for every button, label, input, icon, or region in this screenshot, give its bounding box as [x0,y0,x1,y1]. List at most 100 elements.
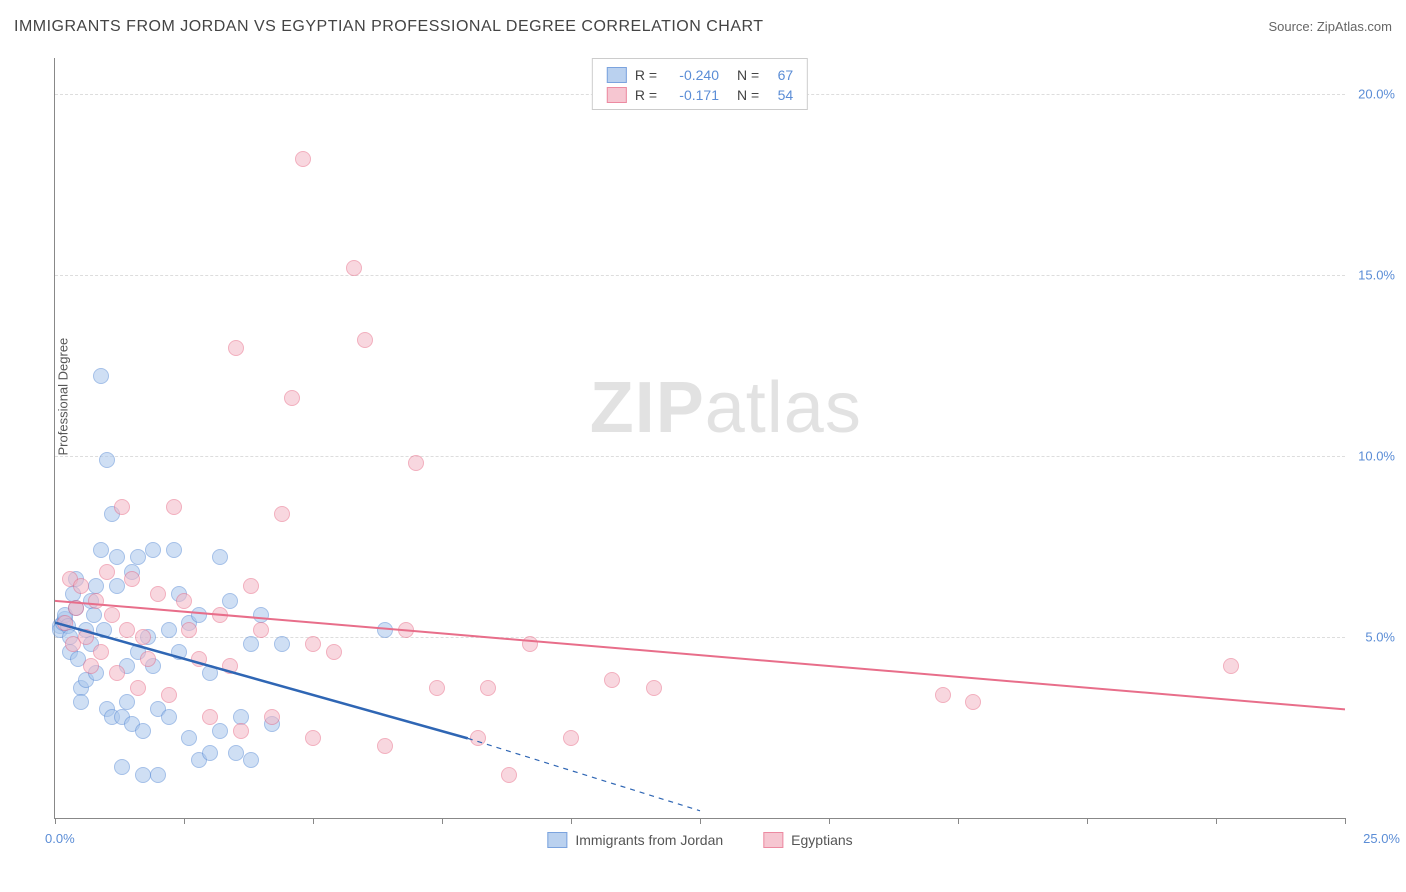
data-point-egyptians [480,680,496,696]
data-point-egyptians [563,730,579,746]
data-point-egyptians [604,672,620,688]
watermark: ZIPatlas [590,367,862,449]
data-point-egyptians [429,680,445,696]
data-point-jordan [161,709,177,725]
source-label: Source: ZipAtlas.com [1268,19,1392,34]
data-point-egyptians [377,738,393,754]
data-point-jordan [202,745,218,761]
data-point-egyptians [119,622,135,638]
gridline [55,456,1345,457]
legend-n-value: 67 [767,67,793,83]
data-point-jordan [99,452,115,468]
data-point-jordan [161,622,177,638]
data-point-egyptians [150,586,166,602]
x-tick-mark [1087,818,1088,824]
data-point-jordan [212,723,228,739]
x-tick-mark [700,818,701,824]
legend-series: Immigrants from Jordan Egyptians [547,832,852,848]
data-point-jordan [222,593,238,609]
data-point-jordan [377,622,393,638]
data-point-jordan [243,752,259,768]
data-point-egyptians [181,622,197,638]
data-point-egyptians [326,644,342,660]
legend-item-egyptians: Egyptians [763,832,852,848]
plot-area: ZIPatlas R =-0.240 N =67R =-0.171 N =54 … [54,58,1345,819]
trend-lines [55,58,1345,818]
data-point-egyptians [140,651,156,667]
data-point-egyptians [166,499,182,515]
gridline [55,275,1345,276]
data-point-egyptians [161,687,177,703]
legend-label: Egyptians [791,832,852,848]
data-point-egyptians [305,730,321,746]
x-tick-mark [1216,818,1217,824]
data-point-jordan [109,549,125,565]
x-axis-max-label: 25.0% [1363,831,1400,846]
data-point-egyptians [83,658,99,674]
data-point-egyptians [78,629,94,645]
data-point-jordan [114,759,130,775]
y-tick-label: 15.0% [1347,268,1395,283]
legend-swatch [607,87,627,103]
data-point-egyptians [176,593,192,609]
data-point-egyptians [398,622,414,638]
legend-r-key: R = [635,67,657,83]
data-point-egyptians [295,151,311,167]
data-point-jordan [145,542,161,558]
data-point-jordan [73,694,89,710]
x-tick-mark [958,818,959,824]
legend-swatch [763,832,783,848]
data-point-egyptians [264,709,280,725]
legend-item-jordan: Immigrants from Jordan [547,832,723,848]
data-point-egyptians [191,651,207,667]
data-point-egyptians [646,680,662,696]
data-point-egyptians [501,767,517,783]
data-point-egyptians [357,332,373,348]
data-point-egyptians [965,694,981,710]
data-point-egyptians [470,730,486,746]
data-point-egyptians [93,644,109,660]
source-link[interactable]: ZipAtlas.com [1317,19,1392,34]
data-point-egyptians [274,506,290,522]
chart-container: Professional Degree ZIPatlas R =-0.240 N… [14,48,1392,848]
data-point-egyptians [68,600,84,616]
data-point-jordan [135,723,151,739]
data-point-egyptians [114,499,130,515]
x-tick-mark [829,818,830,824]
legend-correlation-box: R =-0.240 N =67R =-0.171 N =54 [592,58,808,110]
data-point-egyptians [202,709,218,725]
data-point-egyptians [135,629,151,645]
x-tick-mark [571,818,572,824]
data-point-jordan [212,549,228,565]
data-point-jordan [171,644,187,660]
x-tick-mark [313,818,314,824]
legend-r-key: R = [635,87,657,103]
data-point-jordan [150,767,166,783]
data-point-jordan [166,542,182,558]
data-point-egyptians [522,636,538,652]
y-tick-label: 20.0% [1347,87,1395,102]
data-point-egyptians [243,578,259,594]
x-axis-min-label: 0.0% [45,831,75,846]
data-point-egyptians [222,658,238,674]
legend-row-egyptians: R =-0.171 N =54 [607,85,793,105]
data-point-jordan [274,636,290,652]
data-point-jordan [191,607,207,623]
data-point-egyptians [109,665,125,681]
data-point-egyptians [212,607,228,623]
data-point-jordan [202,665,218,681]
data-point-jordan [119,694,135,710]
data-point-egyptians [1223,658,1239,674]
legend-n-key: N = [737,87,759,103]
legend-n-key: N = [737,67,759,83]
data-point-jordan [109,578,125,594]
legend-swatch [607,67,627,83]
data-point-jordan [181,730,197,746]
data-point-egyptians [305,636,321,652]
data-point-jordan [93,542,109,558]
data-point-jordan [135,767,151,783]
data-point-egyptians [104,607,120,623]
data-point-jordan [130,549,146,565]
data-point-egyptians [57,615,73,631]
data-point-egyptians [408,455,424,471]
